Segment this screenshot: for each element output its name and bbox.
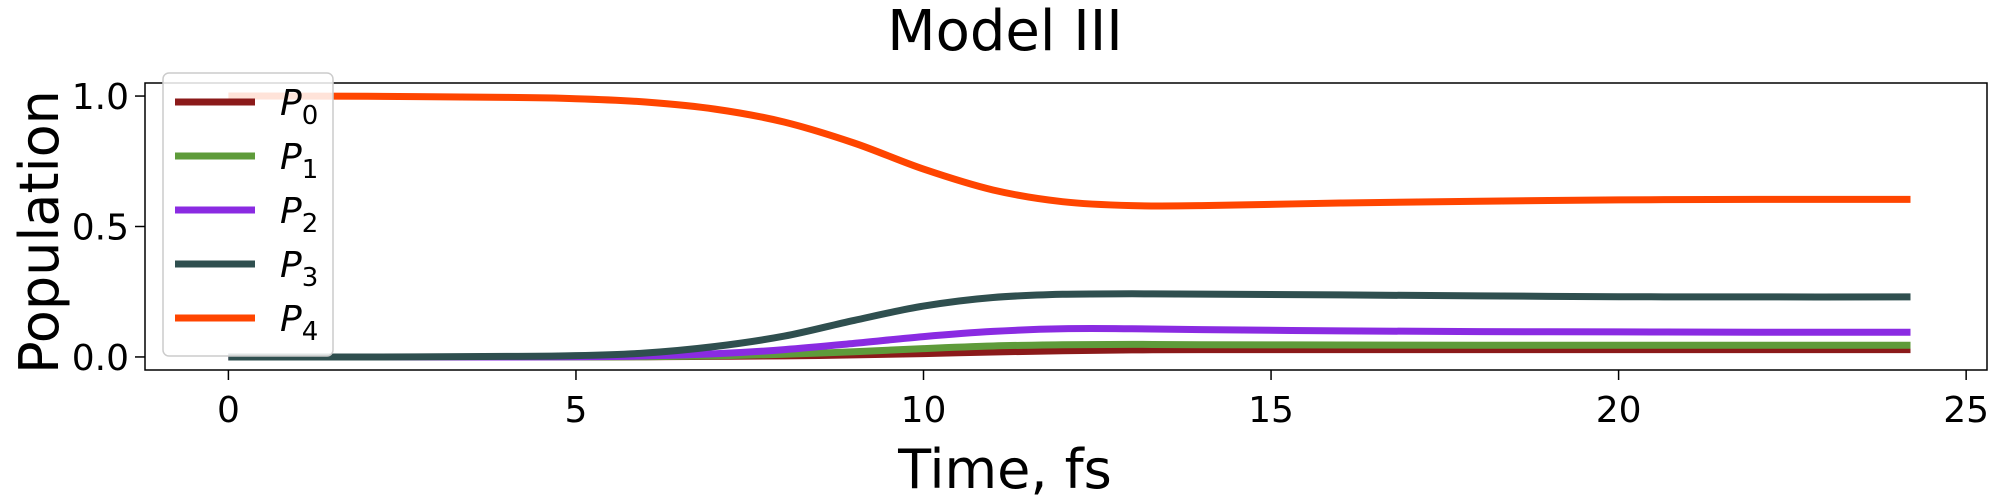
y-tick-label: 0.5 (72, 208, 129, 249)
legend-label: P0 (280, 83, 318, 131)
x-tick-label: 10 (901, 390, 947, 431)
legend-label: P3 (280, 245, 318, 293)
chart-title: Model III (887, 0, 1122, 64)
legend-label: P1 (280, 137, 318, 185)
y-tick-label: 0.0 (72, 338, 129, 379)
series-line-p3 (228, 290, 1911, 361)
legend-box (162, 72, 334, 357)
x-tick-label: 0 (217, 390, 240, 431)
legend: P0 P1 P2 P3 P4 (162, 72, 334, 357)
legend-label: P4 (280, 299, 318, 347)
x-tick-label: 5 (565, 390, 588, 431)
y-tick-label: 1.0 (72, 77, 129, 118)
series-line-p4 (228, 92, 1911, 210)
plot-lines (228, 92, 1911, 361)
legend-item-p1: P1 (175, 137, 318, 185)
y-axis-ticks: 0.0 0.5 1.0 (72, 77, 145, 379)
legend-item-p4: P4 (175, 299, 318, 347)
x-tick-label: 25 (1943, 390, 1989, 431)
y-axis-label: Population (8, 90, 71, 374)
legend-item-p3: P3 (175, 245, 318, 293)
legend-label: P2 (280, 191, 318, 239)
x-tick-label: 15 (1248, 390, 1294, 431)
x-axis-label: Time, fs (897, 438, 1112, 500)
x-tick-label: 20 (1596, 390, 1642, 431)
x-axis-ticks: 0 5 10 15 20 25 (217, 370, 1989, 431)
legend-item-p0: P0 (175, 83, 318, 131)
legend-item-p2: P2 (175, 191, 318, 239)
